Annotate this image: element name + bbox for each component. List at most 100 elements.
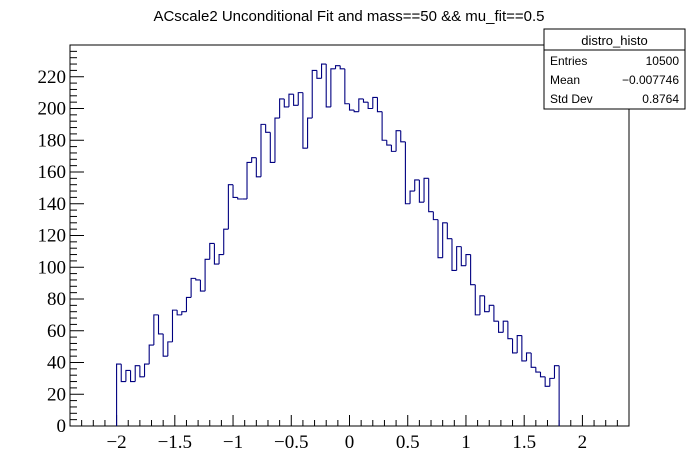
histogram-bin [330,68,336,107]
histogram-bin [484,295,490,313]
histogram-bin [521,335,527,362]
stats-entries-label: Entries [550,54,587,68]
histogram-bin [400,130,406,143]
histogram-bin [390,145,397,152]
x-tick-label: −0.5 [274,432,308,453]
histogram-bin [358,98,364,112]
histogram-bin [195,278,201,281]
histogram-bin [470,254,476,286]
histogram-bin [209,242,215,260]
histogram-bin [120,364,126,383]
histogram-bin [488,304,494,312]
histogram-bin [251,157,257,163]
histogram-bin [279,98,285,119]
histogram-bin [125,369,131,382]
histogram-bin [376,97,383,113]
y-tick-label: 0 [57,416,67,437]
histogram-bin [516,334,522,353]
histogram-bin [176,310,182,316]
histogram-bin [274,117,280,163]
histogram-bin [321,63,327,79]
histogram-bin [553,365,560,379]
stats-box-frame [543,28,686,110]
histogram-bin [353,110,359,113]
histogram-bin [260,123,266,177]
histogram-bin [311,69,317,119]
histogram-bin [237,197,243,200]
histogram-bin [162,333,168,357]
histogram-bin [283,98,289,108]
histogram-bin [381,111,387,141]
histogram-bin [339,65,345,70]
histogram-bin [507,321,513,340]
histogram-bin [404,141,411,205]
histogram-bin [223,228,229,255]
y-tick-label: 80 [47,289,66,310]
histogram-bin [437,219,443,259]
x-tick-label: −2 [106,432,126,453]
histogram-bin [535,367,541,373]
histogram-bin [265,124,271,133]
stats-box-title: distro_histo [581,33,647,48]
stats-stddev-value: 0.8764 [642,92,679,106]
x-tick-label: −1.5 [158,432,192,453]
histogram-bin [153,314,159,346]
x-tick-label: 0 [345,432,355,453]
histogram-bin [428,178,434,213]
y-tick-label: 40 [47,353,66,374]
histogram-bin [139,365,145,378]
histogram-bin [493,305,499,322]
histogram-bin [460,246,466,267]
histogram-bin [255,157,261,178]
histogram-bin [544,376,550,387]
histogram-bin [269,132,275,164]
x-tick-label: 0.5 [396,432,420,453]
histogram-bin [362,98,369,103]
histogram-bin [130,370,136,383]
histogram-bin [307,117,313,149]
y-tick-label: 120 [38,226,67,247]
histogram-bin [316,70,322,79]
histogram-bin [456,246,462,271]
histogram-bin [199,279,206,292]
y-tick-label: 100 [38,257,67,278]
histogram-bars [116,63,560,426]
histogram-bin [213,243,220,265]
histogram-bin [432,211,439,221]
x-tick-label: −1 [223,432,243,453]
histogram-bin [227,184,234,230]
histogram-bin [525,352,532,361]
y-tick-label: 140 [38,194,67,215]
y-tick-label: 60 [47,321,66,342]
y-tick-label: 220 [38,67,67,88]
chart-title: ACscale2 Unconditional Fit and mass==50 … [153,8,544,25]
histogram-bin [502,320,508,333]
histogram-bin [181,311,187,315]
histogram-bin [530,352,536,368]
histogram-bin [232,184,238,198]
histogram-bin [325,64,331,108]
histogram-bin [367,102,373,110]
histogram-bin [204,258,210,292]
histogram-bin [395,130,401,152]
histogram-bin [157,314,164,335]
histogram-bin [344,68,350,105]
histogram-bin [334,65,341,69]
stats-box: distro_histo Entries 10500 Mean −0.00774… [543,28,686,110]
x-tick-label: 1.5 [512,432,536,453]
x-tick-label: 1 [461,432,471,453]
histogram-bin [409,190,415,204]
stats-entries-value: 10500 [646,54,680,68]
histogram-bin [302,92,308,149]
histogram-bin [143,363,150,377]
y-tick-label: 180 [38,130,67,151]
histogram-bin [474,284,480,316]
histogram-bin [348,103,355,111]
histogram-bin [246,161,252,199]
histogram-bin [372,96,378,109]
y-tick-label: 200 [38,99,67,120]
histogram-bin [498,321,504,333]
histogram-bin [171,309,178,342]
histogram-bin [116,363,122,426]
stats-mean-label: Mean [550,73,580,87]
